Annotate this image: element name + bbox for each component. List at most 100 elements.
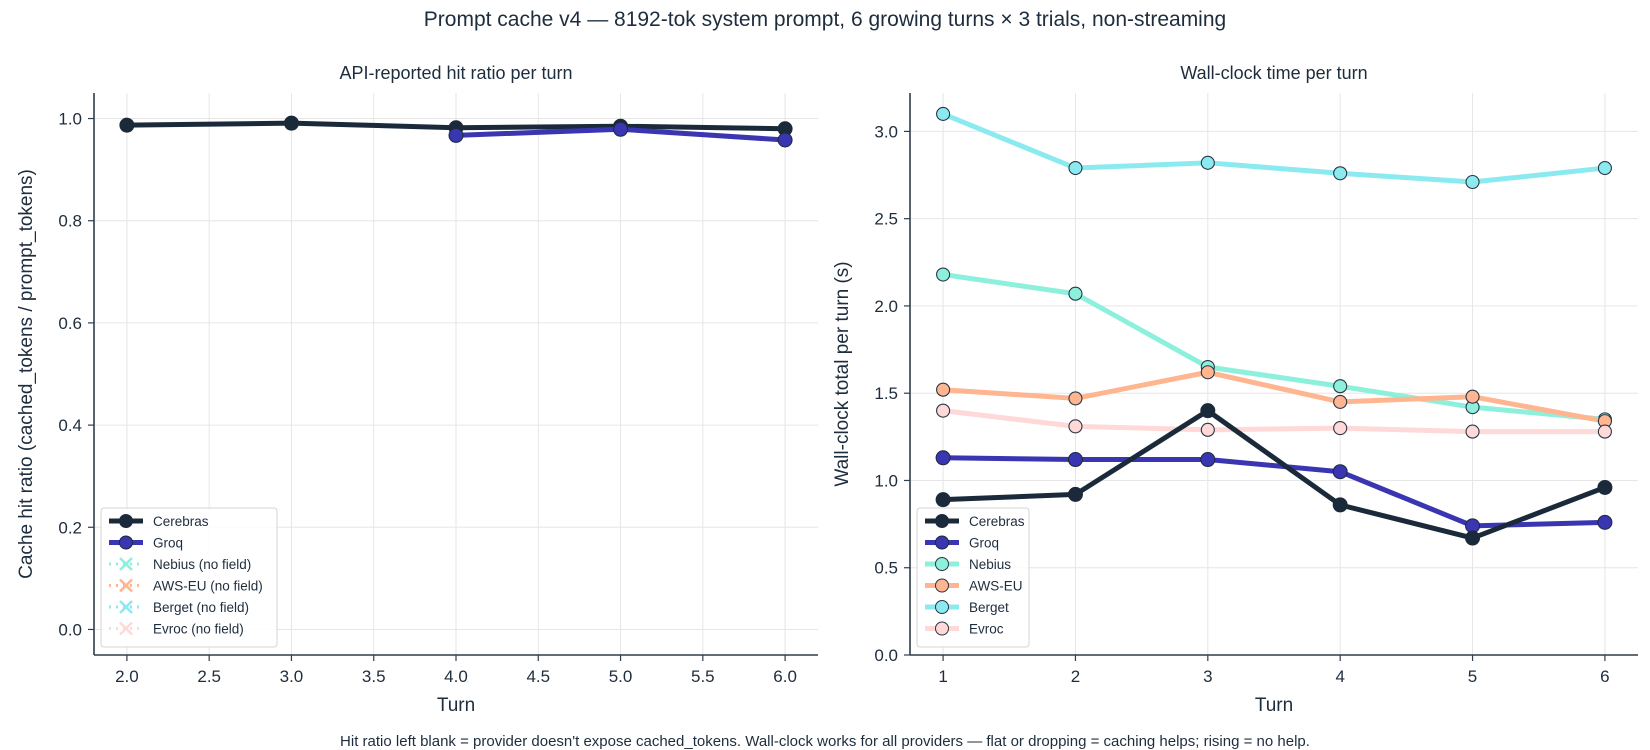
legend-marker-icon (935, 514, 949, 528)
figure-title: Prompt cache v4 — 8192-tok system prompt… (423, 8, 1227, 31)
legend-marker-icon (935, 557, 949, 571)
data-point (935, 492, 951, 508)
legend-marker-icon (119, 535, 133, 550)
legend-marker-icon (935, 578, 949, 593)
x-tick-label: 4.5 (526, 667, 550, 686)
legend-item-groq: Groq (109, 535, 183, 551)
legend-x-marker-icon (119, 600, 133, 614)
legend-item-nebius: Nebius (no field) (109, 557, 251, 572)
data-point (283, 115, 299, 131)
x-tick-label: 2.0 (115, 667, 139, 686)
x-tick-label: 5 (1468, 667, 1477, 686)
data-point (936, 403, 951, 418)
legend-label: AWS-EU (no field) (153, 579, 263, 594)
y-tick-label: 0.0 (58, 620, 82, 639)
data-point (1200, 155, 1215, 170)
chart-panel-wall-clock: 1 2 3 4 5 6 0.0 0.5 1.0 1.5 2.0 2.5 3.0 Wall-clock ti… (832, 63, 1638, 716)
legend-item-nebius: Nebius (925, 557, 1011, 572)
y-tick-label: 3.0 (874, 122, 898, 141)
data-point (1068, 160, 1083, 176)
y-tick-label: 1.0 (874, 471, 898, 490)
data-point (1068, 391, 1083, 406)
series-evroc (936, 403, 1612, 439)
legend-item-cerebras: Cerebras (109, 514, 209, 529)
y-tick-label: 2.0 (874, 297, 898, 316)
x-tick-label: 4.0 (444, 667, 468, 686)
data-point (1068, 419, 1083, 434)
data-point (1597, 479, 1613, 495)
data-point (1333, 379, 1348, 394)
legend: Cerebras Groq Nebius (no field) AWS-EU (no … (100, 507, 278, 648)
data-point (1465, 530, 1481, 546)
data-point (777, 132, 793, 148)
legend-item-aws-eu: AWS-EU (no field) (109, 579, 263, 594)
data-point (1333, 394, 1348, 409)
data-point (1597, 514, 1613, 530)
data-point (1465, 389, 1480, 404)
legend: Cerebras Groq Nebius AWS-EU Berget Evroc (916, 507, 1030, 648)
legend-x-marker-icon (119, 557, 133, 571)
legend-label: Nebius (no field) (153, 557, 251, 572)
legend-label: Groq (153, 536, 183, 551)
data-point (936, 382, 951, 397)
figure-footnote: Hit ratio left blank = provider doesn't … (340, 733, 1310, 750)
data-point (1067, 452, 1083, 468)
legend-label: Berget (969, 600, 1009, 615)
series-line (940, 408, 1608, 541)
x-tick-label: 6 (1600, 667, 1609, 686)
data-point (448, 127, 464, 143)
legend-item-berget: Berget (925, 600, 1009, 615)
series-line (940, 111, 1608, 185)
x-tick-label: 3 (1203, 667, 1212, 686)
x-tick-label: 4 (1335, 667, 1344, 686)
series-cerebras (935, 403, 1613, 546)
x-tick-label: 2.5 (197, 667, 221, 686)
legend-label: Cerebras (153, 514, 209, 529)
data-point (936, 267, 951, 282)
legend-item-cerebras: Cerebras (925, 514, 1025, 529)
y-tick-label: 1.5 (874, 384, 898, 403)
data-point (1465, 424, 1480, 439)
legend-box (100, 507, 278, 648)
data-point (936, 106, 951, 121)
series-line (940, 408, 1608, 435)
data-point (1200, 403, 1216, 419)
data-point (1333, 166, 1348, 181)
legend-x-marker-icon (119, 578, 133, 593)
series-line (940, 369, 1608, 424)
x-axis-label: Turn (1255, 695, 1293, 716)
y-tick-label: 0.2 (58, 518, 82, 537)
legend-label: Nebius (969, 557, 1011, 572)
data-point (1465, 174, 1480, 190)
x-tick-label: 2 (1071, 667, 1080, 686)
legend-item-groq: Groq (925, 535, 999, 551)
y-tick-label: 0.6 (58, 314, 82, 333)
legend-label: Evroc (969, 622, 1004, 637)
data-point (1200, 422, 1215, 437)
y-tick-label: 0.0 (874, 646, 898, 665)
legend-item-aws-eu: AWS-EU (925, 578, 1023, 594)
series-line (940, 272, 1608, 422)
legend-marker-icon (935, 535, 949, 550)
legend-label: Berget (no field) (153, 600, 249, 615)
series-aws-eu (936, 365, 1612, 429)
legend-label: Cerebras (969, 514, 1025, 529)
x-tick-label: 3.0 (280, 667, 304, 686)
legend-label: Groq (969, 536, 999, 551)
data-point (613, 121, 629, 137)
data-point (119, 117, 135, 133)
axes-title: API-reported hit ratio per turn (339, 63, 572, 83)
data-point (1597, 424, 1612, 439)
x-axis-label: Turn (437, 695, 475, 716)
y-axis-label: Wall-clock total per turn (s) (832, 261, 853, 486)
legend-item-evroc: Evroc (no field) (109, 622, 244, 637)
data-point (935, 450, 951, 466)
x-tick-label: 3.5 (362, 667, 386, 686)
data-point (1597, 160, 1612, 176)
y-tick-label: 0.8 (58, 212, 82, 231)
series-berget (936, 106, 1612, 190)
data-point (1332, 464, 1348, 480)
data-point (1200, 452, 1216, 468)
y-tick-label: 2.5 (874, 210, 898, 229)
